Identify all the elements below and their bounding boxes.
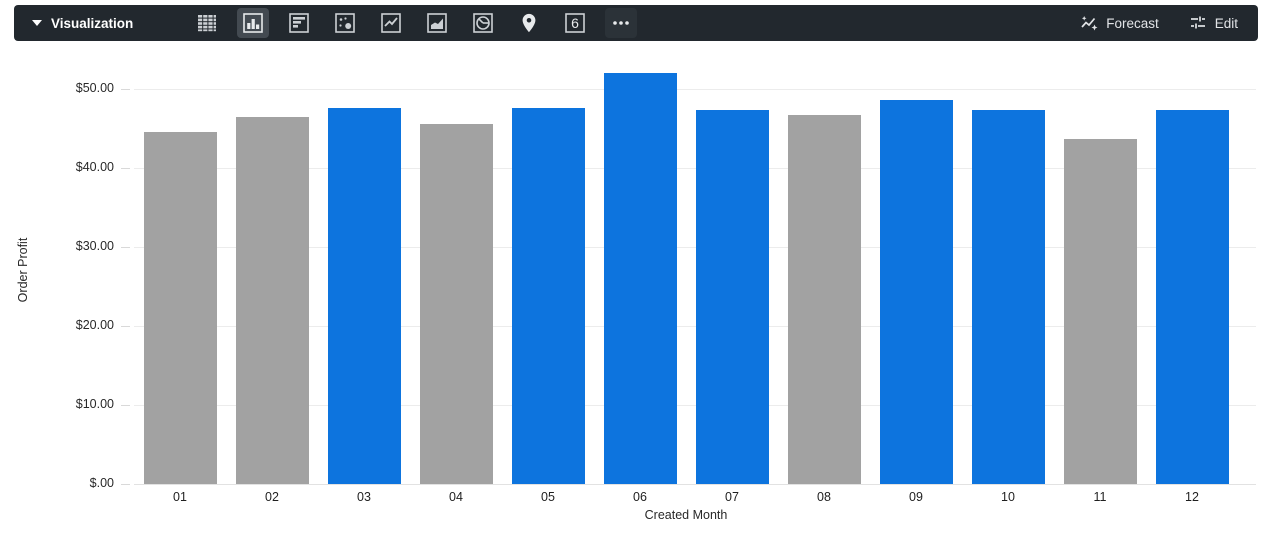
chart-type-line-button[interactable] (375, 8, 407, 38)
x-tick-label: 12 (1185, 490, 1199, 504)
bar-month-08[interactable] (787, 115, 861, 484)
chart-type-scatter-button[interactable] (329, 8, 361, 38)
y-tick-label: $.00 (89, 476, 114, 490)
chart-type-switcher: 6 (191, 8, 638, 38)
forecast-button[interactable]: Forecast (1080, 14, 1159, 32)
y-axis-title: Order Profit (16, 237, 30, 303)
column-chart-icon (242, 12, 264, 34)
column-chart: Order Profit Created Month $.00 $10.00 $20… (0, 46, 1272, 560)
bar-month-02[interactable] (235, 116, 309, 484)
tune-sliders-icon (1189, 14, 1207, 32)
x-tick-label: 05 (541, 490, 555, 504)
gridline-40 (134, 168, 1256, 169)
more-chart-types-button[interactable] (605, 8, 638, 38)
bar-month-09[interactable] (879, 100, 953, 484)
toolbar-right-actions: Forecast Edit (1080, 14, 1258, 32)
chart-type-single-value-button[interactable]: 6 (559, 8, 591, 38)
bar-month-12[interactable] (1155, 110, 1229, 484)
chart-type-pie-button[interactable] (467, 8, 499, 38)
bar-month-06[interactable] (603, 73, 677, 484)
chart-type-table-button[interactable] (191, 8, 223, 38)
bar-chart-icon (288, 12, 310, 34)
ellipsis-icon (610, 12, 632, 34)
y-tick-label: $50.00 (75, 81, 114, 95)
area-chart-icon (426, 12, 448, 34)
chevron-down-icon (32, 20, 42, 26)
scatter-plot-icon (334, 12, 356, 34)
line-chart-icon (380, 12, 402, 34)
x-axis-title: Created Month (644, 508, 728, 522)
gridline-30 (134, 247, 1256, 248)
y-tick-label: $40.00 (75, 160, 114, 174)
forecast-label: Forecast (1106, 15, 1159, 31)
table-icon (196, 12, 218, 34)
chart-type-map-button[interactable] (513, 8, 545, 38)
gridline-50 (134, 89, 1256, 90)
visualization-toolbar: Visualization (14, 5, 1258, 41)
x-tick-label: 09 (909, 490, 923, 504)
x-tick-label: 03 (357, 490, 371, 504)
map-pin-icon (518, 12, 540, 34)
x-tick-label: 10 (1001, 490, 1015, 504)
bar-month-07[interactable] (695, 110, 769, 484)
y-tick-mark-20 (121, 326, 130, 327)
forecast-sparkle-icon (1080, 14, 1098, 32)
bar-month-01[interactable] (143, 132, 217, 484)
edit-button[interactable]: Edit (1189, 14, 1238, 32)
x-tick-label: 08 (817, 490, 831, 504)
x-tick-label: 01 (173, 490, 187, 504)
chart-type-area-button[interactable] (421, 8, 453, 38)
y-tick-label: $20.00 (75, 318, 114, 332)
y-tick-mark-30 (121, 247, 130, 248)
edit-label: Edit (1214, 15, 1238, 31)
x-tick-label: 04 (449, 490, 463, 504)
x-tick-label: 02 (265, 490, 279, 504)
gridline-10 (134, 405, 1256, 406)
single-value-icon: 6 (564, 12, 586, 34)
chart-type-bar-button[interactable] (283, 8, 315, 38)
bar-month-03[interactable] (327, 107, 401, 484)
pie-chart-icon (472, 12, 494, 34)
bar-month-04[interactable] (419, 123, 493, 484)
y-tick-mark-0 (121, 484, 130, 485)
bar-month-10[interactable] (971, 110, 1045, 484)
y-tick-mark-50 (121, 89, 130, 90)
y-tick-label: $30.00 (75, 239, 114, 253)
svg-text:6: 6 (571, 15, 579, 31)
gridline-0 (134, 484, 1256, 485)
bar-month-11[interactable] (1063, 138, 1137, 484)
chart-type-column-button[interactable] (237, 8, 270, 38)
y-tick-mark-10 (121, 405, 130, 406)
y-tick-mark-40 (121, 168, 130, 169)
x-tick-label: 11 (1093, 490, 1107, 504)
x-tick-label: 06 (633, 490, 647, 504)
x-tick-label: 07 (725, 490, 739, 504)
visualization-menu-label: Visualization (51, 15, 134, 31)
bar-month-05[interactable] (511, 107, 585, 484)
y-tick-label: $10.00 (75, 397, 114, 411)
gridline-20 (134, 326, 1256, 327)
visualization-menu-button[interactable]: Visualization (14, 16, 149, 31)
